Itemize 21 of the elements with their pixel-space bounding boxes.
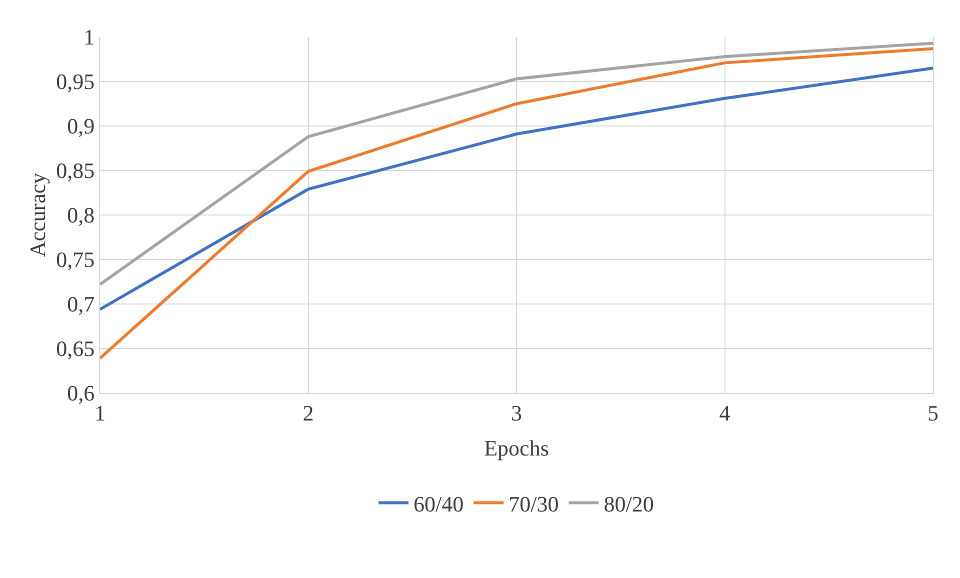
- y-tick-label: 1: [84, 24, 95, 50]
- legend-label: 80/20: [604, 491, 654, 516]
- y-axis-title: Accuracy: [24, 172, 50, 258]
- line-series: [100, 47, 933, 360]
- y-tick-label: 0,7: [67, 292, 95, 317]
- x-tick-label: 2: [302, 400, 314, 426]
- line-series: [100, 66, 933, 311]
- x-tick-label: 4: [719, 400, 730, 426]
- y-tick-label: 0,8: [67, 202, 95, 228]
- y-tick-label: 0,85: [56, 158, 95, 184]
- y-tick-label: 0,9: [67, 114, 95, 139]
- y-tick-label: 0,65: [56, 336, 95, 362]
- y-tick-label: 0,75: [56, 247, 95, 272]
- y-tick-label: 0,95: [56, 69, 95, 94]
- y-tick-label: 0,6: [67, 380, 95, 406]
- legend-label: 70/30: [508, 491, 559, 516]
- x-axis-title: Epochs: [484, 435, 549, 460]
- x-tick-label: 5: [928, 400, 938, 426]
- line-series: [100, 42, 933, 286]
- legend-label: 60/40: [414, 491, 464, 516]
- x-tick-label: 3: [511, 400, 522, 426]
